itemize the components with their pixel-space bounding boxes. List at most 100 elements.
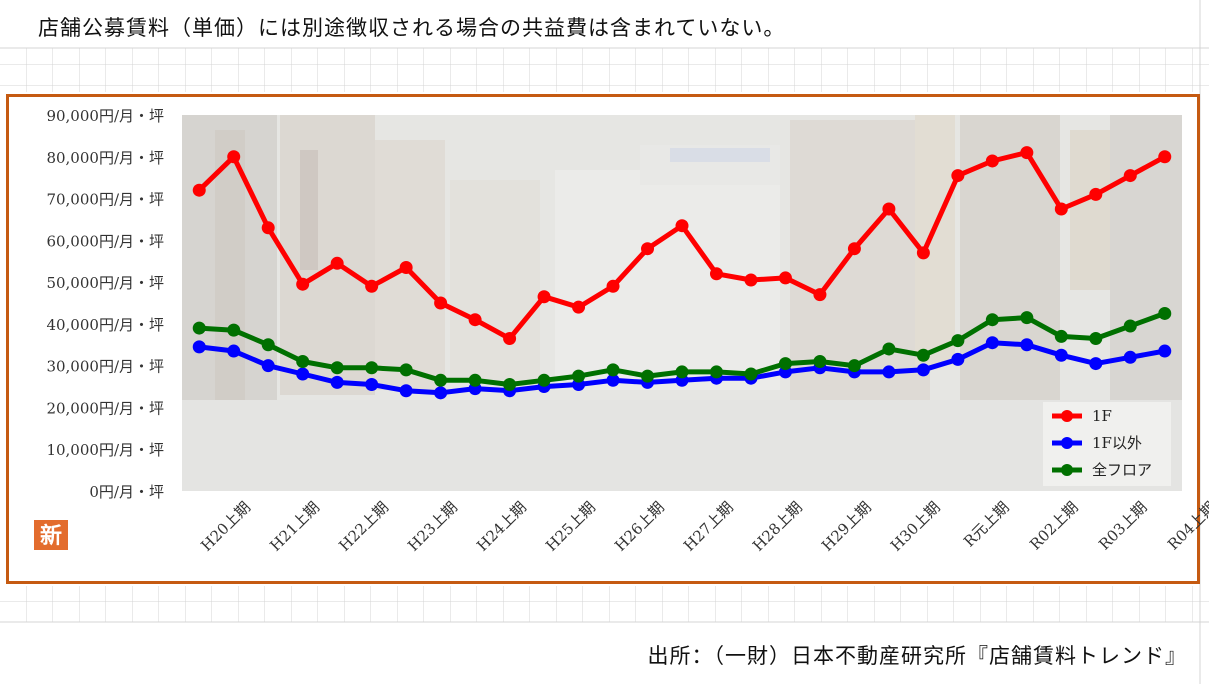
data-point (606, 279, 620, 293)
source-credit: 出所：（一財）日本不動産研究所『店舗賃料トレンド』 (647, 644, 1187, 668)
data-point (572, 369, 586, 383)
x-tick-label: H22上期 (335, 498, 392, 555)
data-point (468, 373, 482, 387)
data-point (365, 361, 379, 375)
data-point (1020, 311, 1034, 325)
x-tick-label: H29上期 (818, 498, 875, 555)
data-point (434, 373, 448, 387)
data-point (399, 260, 413, 274)
data-point (1089, 332, 1103, 346)
x-tick-label: H20上期 (197, 498, 254, 555)
data-point (847, 242, 861, 256)
y-tick-label: 0円/月・坪 (89, 483, 164, 501)
data-point (1089, 187, 1103, 201)
x-tick-label: H28上期 (749, 498, 806, 555)
data-point (813, 354, 827, 368)
data-point (951, 169, 965, 183)
data-point (261, 338, 275, 352)
data-point (296, 277, 310, 291)
data-point (847, 359, 861, 373)
data-point (227, 323, 241, 337)
legend-swatch-marker (1061, 464, 1073, 476)
series-1 (192, 146, 1172, 346)
data-point (1158, 306, 1172, 320)
data-point (365, 279, 379, 293)
y-axis: 0円/月・坪 10,000円/月・坪 20,000円/月・坪 30,000円/月・坪 4… (46, 107, 164, 501)
x-tick-label: H21上期 (266, 498, 323, 555)
data-point (813, 288, 827, 302)
x-tick-label: H24上期 (473, 498, 530, 555)
data-point (192, 183, 206, 197)
x-tick-label: H23上期 (404, 498, 461, 555)
y-tick-label: 70,000円/月・坪 (46, 191, 164, 209)
data-point (1054, 329, 1068, 343)
new-badge: 新 (34, 520, 68, 550)
data-point (641, 242, 655, 256)
data-point (709, 365, 723, 379)
data-point (330, 375, 344, 389)
data-point (1123, 350, 1137, 364)
data-point (985, 336, 999, 350)
y-tick-label: 30,000円/月・坪 (46, 358, 164, 376)
y-tick-label: 80,000円/月・坪 (46, 149, 164, 167)
data-point (399, 363, 413, 377)
data-point (951, 334, 965, 348)
data-point (606, 363, 620, 377)
data-point (503, 332, 517, 346)
legend-label: 1F (1092, 407, 1112, 425)
legend-swatch-marker (1061, 410, 1073, 422)
series-3 (192, 306, 1172, 391)
data-point (468, 313, 482, 327)
data-point (916, 348, 930, 362)
y-tick-label: 60,000円/月・坪 (46, 232, 164, 250)
data-point (882, 365, 896, 379)
data-point (1054, 202, 1068, 216)
data-point (1158, 150, 1172, 164)
data-point (1054, 348, 1068, 362)
legend-label: 全フロア (1092, 461, 1152, 479)
data-point (537, 290, 551, 304)
data-point (985, 154, 999, 168)
data-point (192, 340, 206, 354)
x-tick-label: H25上期 (542, 498, 599, 555)
x-tick-label: H30上期 (887, 498, 944, 555)
data-point (778, 271, 792, 285)
y-tick-label: 50,000円/月・坪 (46, 274, 164, 292)
data-point (296, 367, 310, 381)
data-point (296, 354, 310, 368)
x-tick-label: R03上期 (1095, 498, 1150, 553)
data-point (1123, 319, 1137, 333)
x-tick-label: H27上期 (680, 498, 737, 555)
data-point (641, 369, 655, 383)
footnote-text: 店舗公募賃料（単価）には別途徴収される場合の共益費は含まれていない。 (38, 16, 786, 40)
data-point (1089, 357, 1103, 371)
data-point (572, 300, 586, 314)
data-point (985, 313, 999, 327)
data-point (1123, 169, 1137, 183)
data-point (330, 256, 344, 270)
data-point (744, 367, 758, 381)
street-photo-background (182, 115, 1182, 491)
data-point (261, 221, 275, 235)
data-point (434, 296, 448, 310)
new-badge-label: 新 (40, 523, 62, 549)
data-point (261, 359, 275, 373)
x-tick-label: R元上期 (960, 498, 1013, 551)
data-point (365, 377, 379, 391)
data-point (227, 150, 241, 164)
data-point (744, 273, 758, 287)
data-point (675, 365, 689, 379)
data-point (399, 384, 413, 398)
data-point (1020, 146, 1034, 160)
legend-label: 1F以外 (1092, 434, 1142, 452)
x-tick-label: R02上期 (1026, 498, 1081, 553)
x-axis: H20上期 H21上期 H22上期 H23上期 H24上期 H25上期 H26上期 H27上期… (197, 498, 1209, 555)
data-point (330, 361, 344, 375)
data-point (606, 373, 620, 387)
data-point (882, 342, 896, 356)
data-point (227, 344, 241, 358)
legend-swatch-marker (1061, 437, 1073, 449)
